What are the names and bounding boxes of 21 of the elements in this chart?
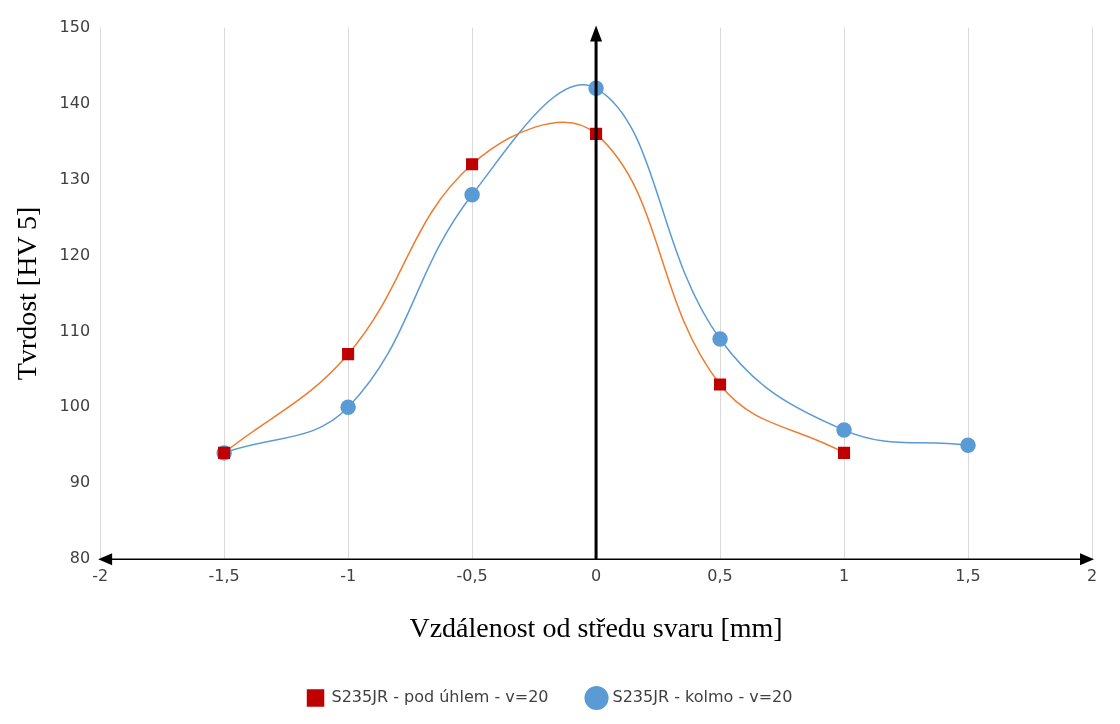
x-tick-label: 1,5 <box>955 565 981 585</box>
x-tick-label: -1 <box>340 565 357 585</box>
y-tick-label: 120 <box>59 244 91 264</box>
y-tick-label: 150 <box>59 16 91 36</box>
legend-label: S235JR - pod úhlem - v=20 <box>331 687 549 707</box>
x-tick-label: 2 <box>1086 565 1098 585</box>
x-tick-label: 0 <box>590 565 602 585</box>
x-tick-label: -0,5 <box>456 565 488 585</box>
y-tick-label: 140 <box>59 92 91 112</box>
y-tick-label: 90 <box>69 472 91 492</box>
x-tick-label: -1,5 <box>208 565 240 585</box>
y-tick-label: 110 <box>59 320 91 340</box>
y-tick-label: 100 <box>59 396 91 416</box>
x-tick-label: -2 <box>92 565 109 585</box>
x-tick-label: 0,5 <box>707 565 733 585</box>
legend-label: S235JR - kolmo - v=20 <box>612 687 793 707</box>
y-axis-title: Tvrdost [HV 5] <box>11 206 43 381</box>
x-tick-label: 1 <box>838 565 850 585</box>
y-tick-label: 80 <box>69 548 91 568</box>
x-axis-title: Vzdálenost od středu svaru [mm] <box>409 611 783 643</box>
y-tick-label: 130 <box>59 168 91 188</box>
